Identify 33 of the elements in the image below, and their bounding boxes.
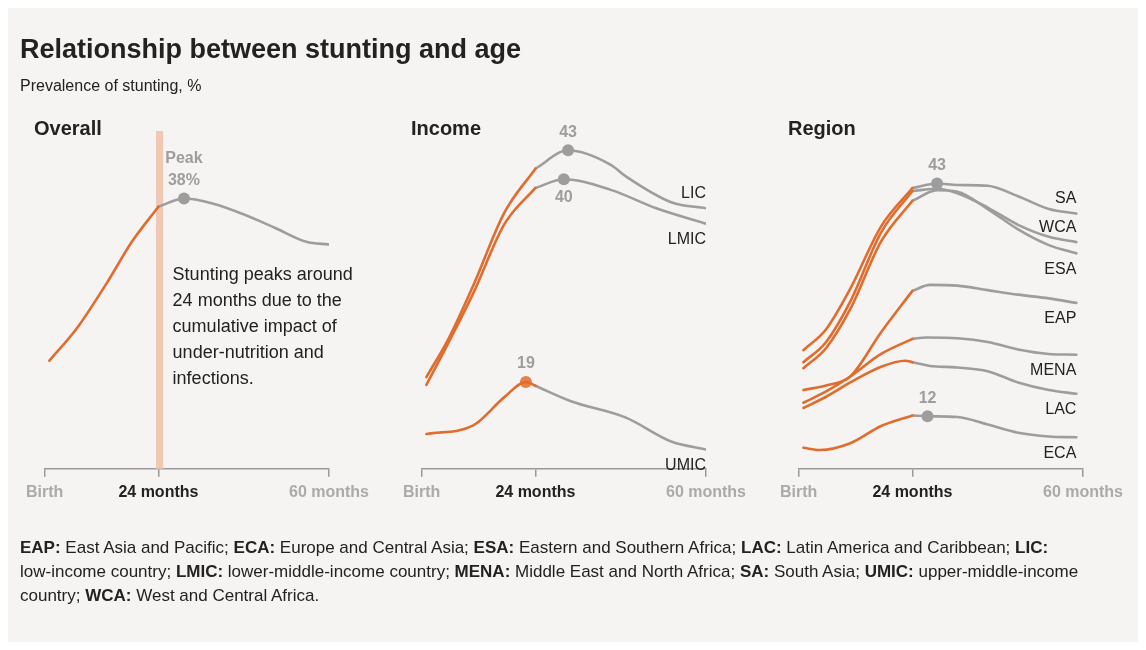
data-label: 40 [554, 187, 573, 205]
x-tick-label: Birth [26, 482, 64, 500]
series-label: LAC [1045, 400, 1077, 418]
annotation: Stunting peaks around 24 months due to the cumulative impact of under-nutrition and infections. [172, 264, 353, 389]
x-tick-label: Birth [780, 482, 818, 500]
series-label: MENA [1030, 361, 1077, 379]
series-label: LMIC [667, 230, 706, 248]
x-tick-label: 60 months [288, 482, 370, 500]
x-tick-label: 24 months [872, 482, 953, 500]
series-label: ECA [1043, 443, 1077, 461]
x-tick-label: Birth [403, 482, 441, 500]
text: Relationship between stunting and age [20, 33, 523, 65]
text: EAP: East Asia and Pacific; ECA: Europe and Central Asia; ESA: Eastern and Southern Africa; LAC: Latin America and Caribbean; LIC: low-income country; LMIC: lower-middle-income country; MENA: Middle East and North Africa; SA: South Asia; UMIC: upper-middle-income country; WCA: West and Central Africa. [20, 538, 1079, 605]
chart-title: Income [411, 117, 482, 140]
x-tick-label: 60 months [665, 482, 747, 500]
chart-title: Region [788, 117, 856, 140]
annotation: Peak [165, 148, 203, 166]
data-label: 19 [517, 354, 535, 372]
x-tick-label: 24 months [118, 482, 199, 500]
series-label: EAP [1044, 309, 1077, 327]
annotation: 38% [167, 170, 200, 188]
x-tick-label: 60 months [1042, 482, 1124, 500]
data-label: 12 [918, 388, 937, 406]
series-label: LIC [681, 183, 706, 201]
data-label: 43 [559, 122, 578, 140]
data-label: 43 [928, 155, 947, 173]
text: Prevalence of stunting, % [20, 77, 203, 95]
series-label: WCA [1039, 217, 1077, 235]
series-label: UMIC [665, 455, 706, 473]
x-tick-label: 24 months [495, 482, 576, 500]
series-label: SA [1055, 188, 1077, 206]
chart-title: Overall [34, 117, 102, 140]
series-label: ESA [1044, 259, 1077, 277]
